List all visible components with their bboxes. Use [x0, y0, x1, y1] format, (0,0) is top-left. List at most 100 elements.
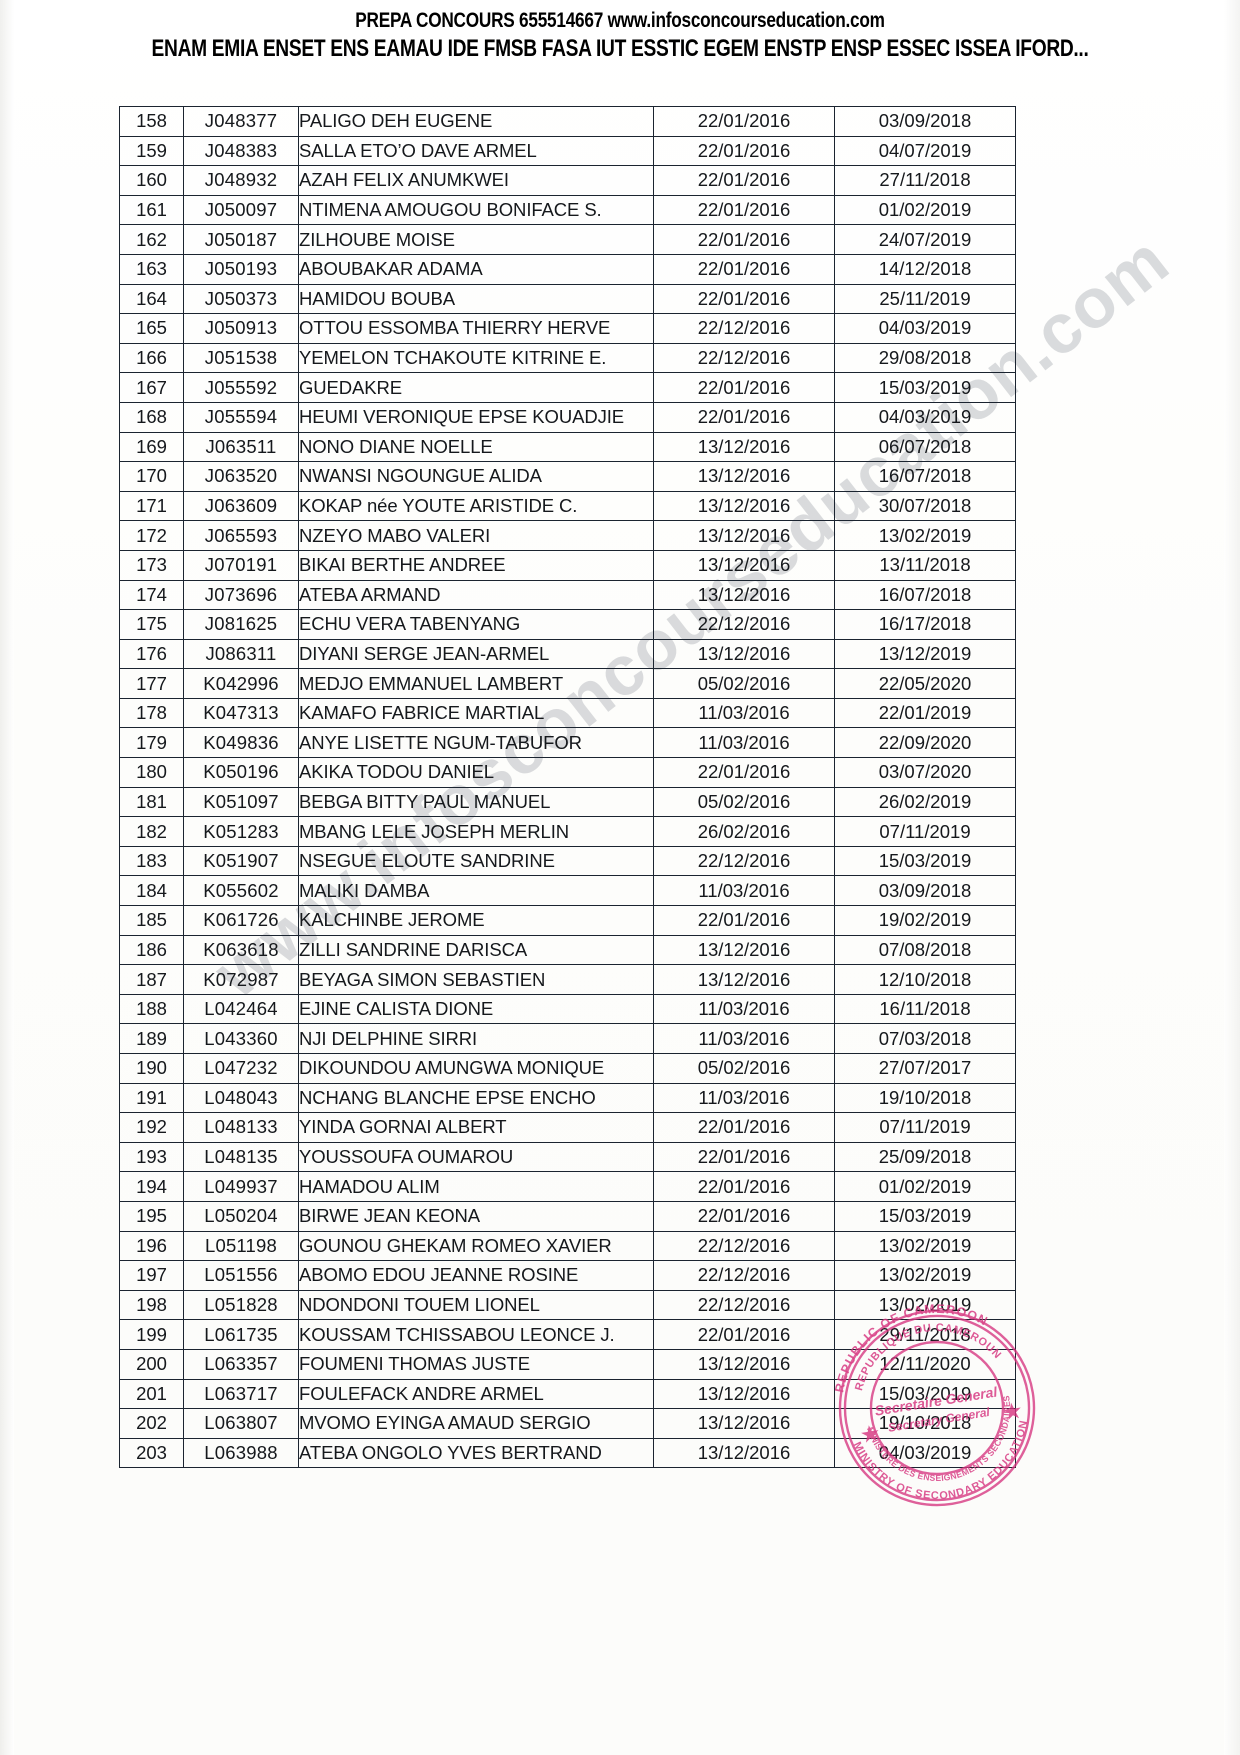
cell-name: YEMELON TCHAKOUTE KITRINE E.	[298, 342, 654, 374]
cell-number: 189	[119, 1023, 184, 1054]
cell-name: NONO DIANE NOELLE	[298, 431, 654, 463]
cell-name: ATEBA ARMAND	[298, 579, 654, 611]
cell-date-two: 19/10/2018	[834, 1408, 1016, 1439]
cell-name: FOULEFACK ANDRE ARMEL	[298, 1378, 654, 1410]
cell-name: ABOUBAKAR ADAMA	[298, 253, 654, 285]
page-header: PREPA CONCOURS 655514667 www.infosconcou…	[0, 8, 1240, 63]
cell-number: 170	[119, 461, 184, 492]
cell-name: HAMIDOU BOUBA	[298, 283, 654, 315]
table-row: 200 L063357 FOUMENI THOMAS JUSTE 13/12/2016…	[119, 1348, 1016, 1380]
table-row: 183 K051907 NSEGUE ELOUTE SANDRINE 22/12/20…	[119, 845, 1016, 877]
cell-name: GOUNOU GHEKAM ROMEO XAVIER	[298, 1230, 654, 1262]
table-row: 196 L051198 GOUNOU GHEKAM ROMEO XAVIER 22/1…	[119, 1230, 1016, 1262]
cell-date-two: 16/07/2018	[834, 461, 1016, 492]
cell-date-one: 22/01/2016	[653, 106, 835, 137]
cell-date-one: 22/01/2016	[653, 1319, 835, 1350]
cell-date-two: 13/02/2019	[834, 520, 1016, 551]
cell-date-two: 22/05/2020	[834, 668, 1016, 699]
cell-date-one: 11/03/2016	[653, 875, 835, 907]
table-row: 194 L049937 HAMADOU ALIM 22/01/2016 01/02/20…	[119, 1171, 1016, 1202]
table-row: 159 J048383 SALLA ETO’O DAVE ARMEL 22/01/20…	[119, 135, 1016, 167]
table-row: 190 L047232 DIKOUNDOU AMUNGWA MONIQUE 05/02…	[119, 1053, 1016, 1084]
cell-date-two: 22/01/2019	[834, 697, 1016, 729]
cell-date-two: 27/07/2017	[834, 1053, 1016, 1084]
table-row: 193 L048135 YOUSSOUFA OUMAROU 22/01/2016 25/…	[119, 1141, 1016, 1173]
cell-code: K055602	[183, 875, 299, 907]
cell-date-one: 11/03/2016	[653, 697, 835, 729]
cell-date-one: 22/01/2016	[653, 135, 835, 167]
cell-number: 169	[119, 431, 184, 463]
cell-name: MEDJO EMMANUEL LAMBERT	[298, 668, 654, 699]
cell-name: ECHU VERA TABENYANG	[298, 609, 654, 640]
cell-code: L051198	[183, 1230, 299, 1262]
cell-date-one: 13/12/2016	[653, 520, 835, 551]
table-row: 198 L051828 NDONDONI TOUEM LIONEL 22/12/201…	[119, 1289, 1016, 1321]
cell-number: 194	[119, 1171, 184, 1202]
cell-date-one: 05/02/2016	[653, 1053, 835, 1084]
cell-code: J070191	[183, 549, 299, 581]
cell-name: MVOMO EYINGA AMAUD SERGIO	[298, 1408, 654, 1439]
cell-number: 193	[119, 1141, 184, 1173]
cell-name: YINDA GORNAI ALBERT	[298, 1112, 654, 1143]
cell-code: K051907	[183, 845, 299, 877]
cell-date-two: 04/03/2019	[834, 313, 1016, 344]
cell-date-two: 19/02/2019	[834, 905, 1016, 936]
cell-number: 168	[119, 401, 184, 433]
cell-date-two: 27/11/2018	[834, 165, 1016, 196]
cell-code: L043360	[183, 1023, 299, 1054]
table-row: 202 L063807 MVOMO EYINGA AMAUD SERGIO 13/12…	[119, 1408, 1016, 1439]
cell-code: K061726	[183, 905, 299, 936]
cell-date-one: 13/12/2016	[653, 1378, 835, 1410]
cell-number: 198	[119, 1289, 184, 1321]
cell-date-two: 13/02/2019	[834, 1230, 1016, 1262]
cell-name: ZILHOUBE MOISE	[298, 224, 654, 255]
table-row: 179 K049836 ANYE LISETTE NGUM-TABUFOR 11/03…	[119, 727, 1016, 759]
cell-code: K072987	[183, 964, 299, 995]
cell-number: 181	[119, 786, 184, 818]
table-row: 174 J073696 ATEBA ARMAND 13/12/2016 16/07/20…	[119, 579, 1016, 611]
cell-date-one: 22/12/2016	[653, 1230, 835, 1262]
cell-number: 195	[119, 1200, 184, 1232]
cell-code: L050204	[183, 1200, 299, 1232]
cell-number: 184	[119, 875, 184, 907]
table-row: 173 J070191 BIKAI BERTHE ANDREE 13/12/2016 1…	[119, 549, 1016, 581]
cell-date-one: 13/12/2016	[653, 461, 835, 492]
cell-date-one: 22/12/2016	[653, 1260, 835, 1291]
cell-name: ABOMO EDOU JEANNE ROSINE	[298, 1260, 654, 1291]
cell-number: 158	[119, 106, 184, 137]
table-row: 168 J055594 HEUMI VERONIQUE EPSE KOUADJIE 2…	[119, 401, 1016, 433]
cell-date-two: 07/08/2018	[834, 934, 1016, 966]
cell-date-two: 16/17/2018	[834, 609, 1016, 640]
cell-name: NWANSI NGOUNGUE ALIDA	[298, 461, 654, 492]
cell-number: 203	[119, 1437, 184, 1469]
cell-number: 176	[119, 638, 184, 670]
cell-date-one: 22/01/2016	[653, 283, 835, 315]
cell-code: J050373	[183, 283, 299, 315]
header-line-2: ENAM EMIA ENSET ENS EAMAU IDE FMSB FASA …	[151, 35, 1089, 62]
header-line-1: PREPA CONCOURS 655514667 www.infosconcou…	[355, 9, 885, 32]
cell-date-one: 22/01/2016	[653, 1141, 835, 1173]
cell-date-one: 22/01/2016	[653, 905, 835, 936]
cell-name: ZILLI SANDRINE DARISCA	[298, 934, 654, 966]
cell-date-one: 13/12/2016	[653, 638, 835, 670]
cell-number: 177	[119, 668, 184, 699]
cell-date-one: 22/01/2016	[653, 253, 835, 285]
cell-date-two: 30/07/2018	[834, 490, 1016, 522]
cell-number: 188	[119, 993, 184, 1025]
table-row: 172 J065593 NZEYO MABO VALERI 13/12/2016 13/…	[119, 520, 1016, 551]
cell-name: EJINE CALISTA DIONE	[298, 993, 654, 1025]
cell-code: K051283	[183, 816, 299, 847]
cell-date-one: 13/12/2016	[653, 579, 835, 611]
cell-number: 159	[119, 135, 184, 167]
cell-date-one: 22/01/2016	[653, 1171, 835, 1202]
cell-name: DIYANI SERGE JEAN-ARMEL	[298, 638, 654, 670]
cell-date-one: 22/01/2016	[653, 194, 835, 226]
cell-code: K049836	[183, 727, 299, 759]
cell-code: L063988	[183, 1437, 299, 1469]
cell-code: J065593	[183, 520, 299, 551]
cell-date-two: 12/10/2018	[834, 964, 1016, 995]
cell-number: 179	[119, 727, 184, 759]
cell-code: J048383	[183, 135, 299, 167]
cell-date-one: 22/12/2016	[653, 342, 835, 374]
cell-date-two: 04/07/2019	[834, 135, 1016, 167]
